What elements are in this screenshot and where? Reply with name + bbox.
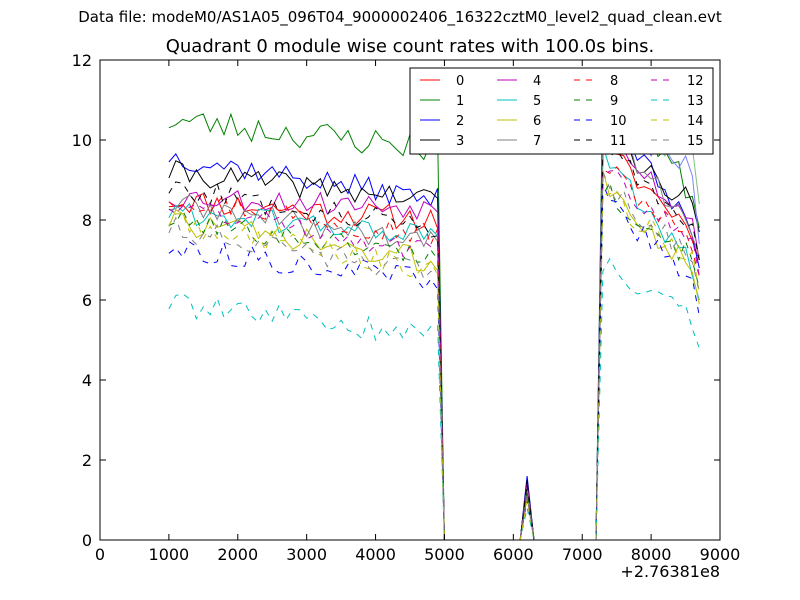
x-tick-label-0: 0 [95,545,105,564]
series-line-5 [168,146,700,540]
x-tick-label-3000: 3000 [286,545,327,564]
legend-label-3: 3 [456,134,464,149]
x-tick-label-1000: 1000 [149,545,190,564]
series-line-14 [168,190,700,540]
series-line-7 [168,124,700,540]
series-line-3 [168,142,700,540]
legend-box [409,67,714,155]
legend-label-8: 8 [610,74,618,89]
series-line-9 [168,181,700,540]
legend-label-2: 2 [456,114,464,129]
x-tick-label-9000: 9000 [700,545,741,564]
x-tick-label-2000: 2000 [217,545,258,564]
legend-label-5: 5 [533,94,541,109]
legend-label-14: 14 [687,114,704,129]
y-tick-label-4: 4 [82,371,92,390]
legend-label-12: 12 [687,74,704,89]
legend-label-1: 1 [456,94,464,109]
legend-label-13: 13 [687,94,704,109]
y-tick-label-12: 12 [72,51,92,70]
series-line-15 [168,171,700,540]
axes-layer: 0 1000 2000 3000 4000 5000 6000 7000 8000 9000 0 2 4… [72,51,741,564]
x-tick-label-8000: 8000 [631,545,672,564]
series-line-2 [168,103,700,540]
legend-label-15: 15 [687,134,704,149]
chart-title: Quadrant 0 module wise count rates with … [165,36,655,57]
series-line-11 [168,144,700,540]
series-line-0 [168,143,700,540]
series-line-4 [168,130,700,540]
legend-label-0: 0 [456,74,464,89]
x-tick-label-4000: 4000 [355,545,396,564]
series-line-6 [168,170,700,540]
series-line-13 [168,257,700,540]
figure-suptitle: Data file: modeM0/AS1A05_096T04_90000024… [78,8,722,26]
legend-label-10: 10 [610,114,627,129]
y-tick-label-10: 10 [72,131,92,150]
legend-label-6: 6 [533,114,541,129]
x-tick-label-5000: 5000 [424,545,465,564]
series-line-12 [168,169,700,540]
y-tick-label-0: 0 [82,531,92,550]
legend-label-11: 11 [610,134,627,149]
x-tick-label-7000: 7000 [562,545,603,564]
series-line-10 [168,183,700,540]
y-tick-label-6: 6 [82,291,92,310]
legend-label-9: 9 [610,94,618,109]
legend-label-4: 4 [533,74,541,89]
x-tick-label-6000: 6000 [493,545,534,564]
y-tick-label-8: 8 [82,211,92,230]
y-tick-label-2: 2 [82,451,92,470]
x-offset-label: +2.76381e8 [620,562,720,581]
legend-label-7: 7 [533,134,541,149]
